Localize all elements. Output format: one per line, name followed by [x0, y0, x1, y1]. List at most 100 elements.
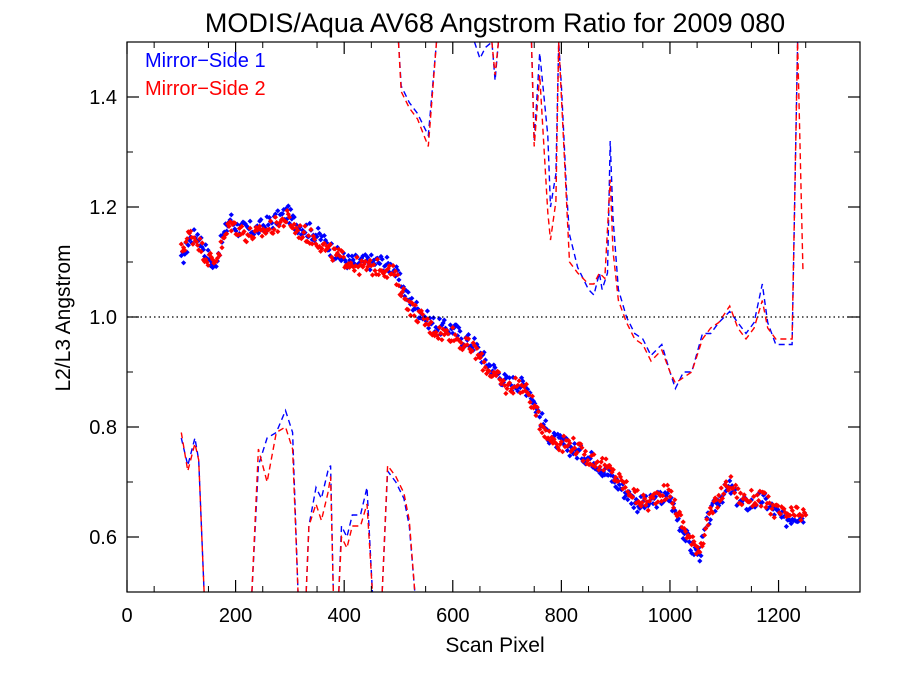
series-2-point: [266, 226, 272, 232]
series-1-point: [737, 498, 744, 504]
series-2-point: [703, 526, 709, 532]
series-1-point: [321, 233, 327, 239]
series-1-point: [654, 504, 660, 510]
series-1-point: [228, 212, 234, 218]
series-1-point: [558, 436, 564, 442]
series-2-point: [477, 354, 484, 361]
series-2-point: [728, 474, 734, 480]
series-2-point: [465, 336, 472, 342]
series-2-point: [253, 224, 259, 231]
series-2-point: [400, 286, 407, 292]
series-2-point: [727, 485, 733, 491]
series-2-point: [369, 272, 376, 278]
series-1-point: [465, 332, 472, 338]
series-2-point: [753, 502, 759, 508]
series-1-point: [747, 505, 753, 511]
series-2-point: [512, 375, 519, 381]
series-2-point: [384, 274, 390, 281]
series-2-envelope-line: [338, 503, 374, 592]
series-2-point: [655, 499, 661, 505]
series-1-point: [300, 227, 306, 233]
series-2-point: [604, 465, 610, 471]
series-1-point: [383, 262, 389, 268]
series-1-point: [455, 333, 461, 339]
series-2-point: [469, 348, 475, 354]
series-2-point: [433, 329, 439, 335]
series-2-point: [424, 316, 430, 322]
series-1-point: [697, 558, 703, 564]
series-1-point: [307, 220, 313, 226]
series-2-point: [275, 229, 281, 235]
y-tick-label: 0.6: [89, 527, 117, 549]
y-tick-label: 1.4: [89, 87, 117, 109]
series-2-point: [178, 241, 184, 247]
series-1-point: [356, 260, 362, 266]
series-2-point: [671, 505, 677, 511]
series-2-point: [563, 437, 569, 443]
series-2-point: [241, 228, 247, 235]
series-1-point: [502, 371, 508, 377]
series-2-point: [257, 223, 263, 229]
series-2-point: [341, 254, 347, 260]
series-2-point: [309, 241, 315, 247]
series-2-point: [564, 443, 570, 449]
series-1-point: [185, 242, 191, 248]
series-1-point: [689, 550, 695, 556]
series-2-point: [756, 498, 762, 504]
series-1-point: [610, 473, 616, 479]
series-2-point: [290, 225, 296, 231]
series-2-point: [637, 501, 643, 507]
series-1-point: [247, 218, 253, 224]
series-2-point: [627, 492, 633, 498]
series-2-point: [274, 219, 280, 226]
series-2-point: [398, 293, 404, 299]
series-1-point: [464, 337, 470, 343]
series-1-point: [195, 231, 201, 238]
series-2-point: [588, 453, 595, 459]
x-tick-label: 400: [327, 605, 360, 627]
series-2-point: [218, 239, 224, 245]
series-2-point: [182, 247, 188, 253]
legend-mirror-side-1: Mirror−Side 1: [145, 50, 266, 72]
series-1-point: [434, 328, 440, 334]
series-2-point: [517, 390, 523, 396]
series-2-point: [325, 245, 331, 251]
series-2-point: [736, 500, 742, 506]
series-2-point: [516, 378, 522, 384]
series-2-point: [390, 263, 396, 269]
series-2-point: [292, 230, 298, 236]
series-2-point: [441, 332, 447, 338]
series-1-point: [727, 478, 733, 484]
series-1-point: [637, 505, 643, 511]
series-2-point: [792, 513, 798, 519]
series-2-point: [656, 491, 662, 497]
series-2-point: [569, 447, 575, 453]
series-2-point: [204, 259, 210, 265]
series-2-point: [420, 311, 426, 317]
series-2-point: [480, 367, 486, 373]
series-1-point: [487, 363, 493, 369]
series-2-point: [532, 403, 538, 409]
series-1-point: [576, 447, 583, 453]
series-1-point: [573, 447, 579, 453]
series-2-point: [733, 482, 739, 488]
series-1-point: [388, 261, 394, 267]
series-2-point: [724, 484, 730, 490]
series-1-point: [555, 431, 561, 437]
series-1-point: [674, 517, 680, 523]
series-2-point: [529, 393, 535, 399]
series-1-point: [457, 328, 463, 334]
series-2-point: [764, 500, 770, 506]
series-1-point: [439, 322, 445, 328]
series-1-point: [205, 247, 211, 253]
series-2-point: [719, 495, 725, 501]
series-1-point: [540, 421, 546, 427]
series-2-point: [471, 342, 478, 349]
y-tick-label: 0.8: [89, 417, 117, 439]
series-2-point: [721, 491, 727, 497]
series-2-point: [321, 240, 327, 246]
series-2-point: [668, 488, 674, 494]
series-1-point: [350, 257, 356, 263]
series-2-point: [213, 258, 219, 264]
series-2-point: [339, 249, 345, 255]
